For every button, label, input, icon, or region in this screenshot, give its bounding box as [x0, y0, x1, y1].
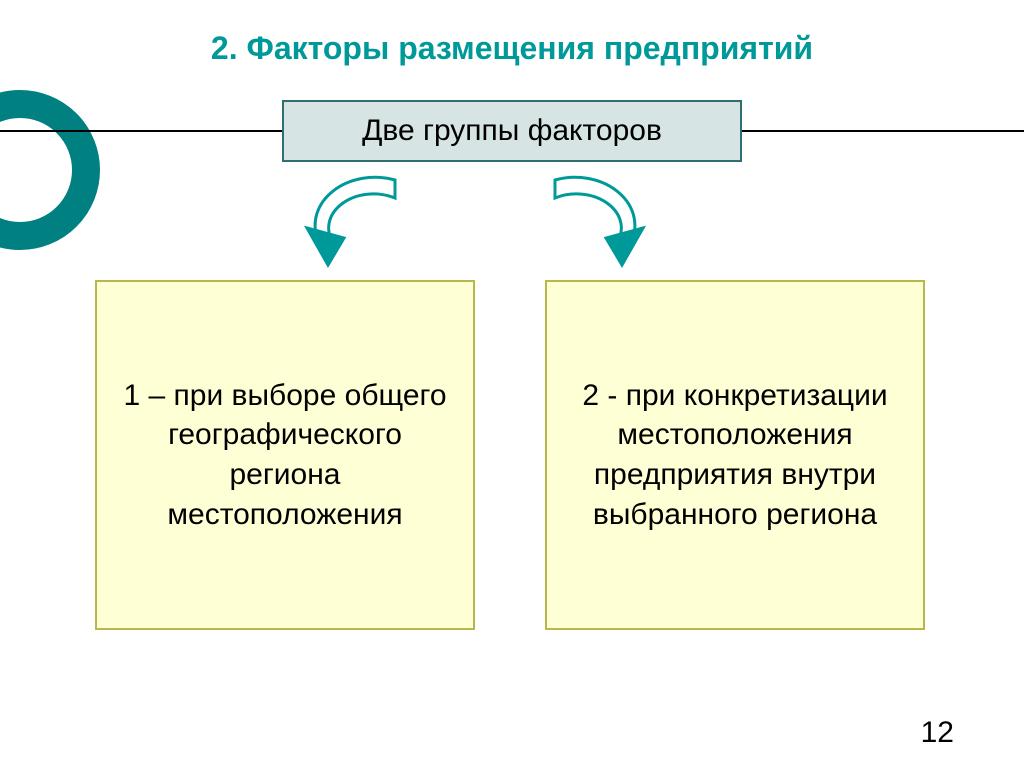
box-left-label: 1 – при выборе общего географического ре… [111, 376, 459, 534]
top-box-label: Две группы факторов [362, 114, 662, 148]
decorative-circle [0, 90, 100, 250]
box-left: 1 – при выборе общего географического ре… [95, 280, 475, 630]
box-right: 2 - при конкретизации местоположения пре… [545, 280, 925, 630]
page-number: 12 [921, 716, 954, 750]
box-right-label: 2 - при конкретизации местоположения пре… [561, 376, 909, 534]
arrow-left-icon [280, 170, 420, 275]
arrow-right-icon [530, 170, 670, 275]
slide-title: 2. Факторы размещения предприятий [0, 30, 1024, 67]
top-box: Две группы факторов [282, 100, 742, 162]
